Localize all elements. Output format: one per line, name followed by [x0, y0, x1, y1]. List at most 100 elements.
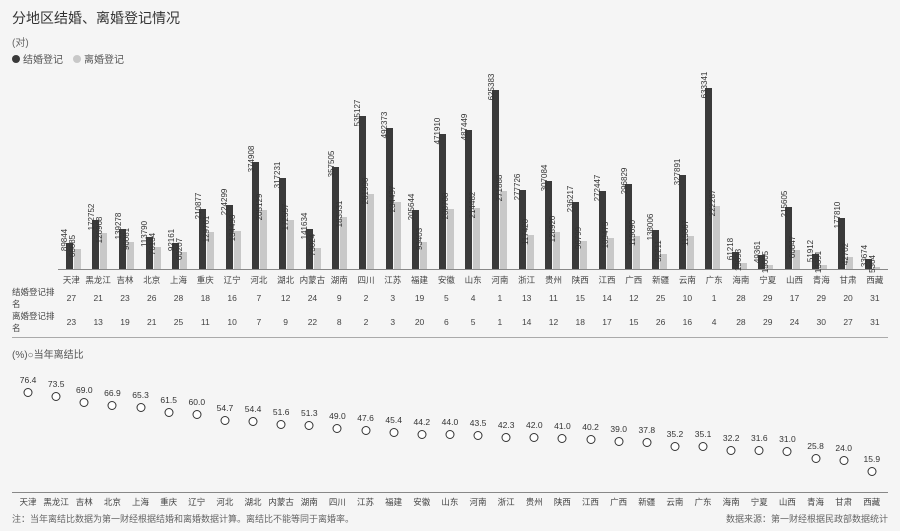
rank-divorce: 26: [647, 317, 674, 327]
bar-group: 20564493403: [406, 210, 433, 269]
scatter-marker: [867, 467, 876, 476]
scatter-region-label: 云南: [661, 496, 689, 508]
rank-marry: 20: [835, 293, 862, 303]
scatter-marker: [727, 446, 736, 455]
legend: 结婚登记 离婚登记: [12, 51, 888, 66]
bar-divorce: 15605: [766, 265, 773, 269]
scatter-region-label: 浙江: [492, 496, 520, 508]
scatter-value: 25.8: [807, 441, 824, 451]
bar-group: 471910208708: [433, 134, 460, 269]
bar-value-marry: 492373: [380, 112, 389, 141]
scatter-point: 47.6: [361, 426, 370, 435]
bar-group: 17781042702: [833, 218, 860, 269]
scatter-col: 31.0: [773, 363, 801, 492]
rank-divorce: 11: [192, 317, 219, 327]
region-label: 河南: [487, 274, 514, 286]
bar-value-divorce: 214482: [468, 191, 477, 220]
bar-value-divorce: 261996: [361, 178, 370, 207]
rank-marry: 18: [192, 293, 219, 303]
scatter-marker: [192, 410, 201, 419]
bar-group: 336745364: [859, 259, 886, 269]
scatter-value: 60.0: [189, 397, 206, 407]
scatter-point: 24.0: [839, 456, 848, 465]
scatter-region-label: 江西: [577, 496, 605, 508]
rank-divorce: 5: [460, 317, 487, 327]
scatter-marker: [52, 392, 61, 401]
rank-row-divorce: 离婚登记排名 231319212511107922823206511412181…: [12, 310, 888, 334]
region-label: 陕西: [567, 274, 594, 286]
region-label: 河北: [245, 274, 272, 286]
scatter-col: 54.7: [211, 363, 239, 492]
bar-divorce: 66847: [793, 250, 800, 269]
scatter-marker: [586, 435, 595, 444]
scatter-marker: [783, 447, 792, 456]
rank-marry: 29: [754, 293, 781, 303]
bar-value-divorce: 208708: [441, 193, 450, 222]
bar-group: 4936115605: [753, 255, 780, 269]
scatter-region-label: 甘肃: [830, 496, 858, 508]
scatter-value: 44.0: [442, 417, 459, 427]
bar-value-marry: 317231: [273, 162, 282, 191]
rank-marry: 26: [138, 293, 165, 303]
scatter-marker: [839, 456, 848, 465]
region-label: 浙江: [513, 274, 540, 286]
scatter-col: 43.5: [464, 363, 492, 492]
scatter-point: 31.6: [755, 446, 764, 455]
scatter-value: 45.4: [385, 415, 402, 425]
region-label: 湖北: [272, 274, 299, 286]
bar-divorce: 208708: [447, 209, 454, 269]
scatter-col: 25.8: [802, 363, 830, 492]
bar-value-marry: 471910: [433, 118, 442, 147]
bar-group: 21560566847: [779, 207, 806, 269]
bar-value-divorce: 13391: [814, 251, 823, 275]
scatter-value: 61.5: [160, 395, 177, 405]
scatter-region-label: 吉林: [70, 496, 98, 508]
scatter-region-label: 北京: [98, 496, 126, 508]
rank-marry: 9: [326, 293, 353, 303]
region-label: 云南: [674, 274, 701, 286]
scatter-value: 35.2: [667, 429, 684, 439]
bar-value-marry: 307084: [540, 165, 549, 194]
scatter-col: 24.0: [830, 363, 858, 492]
rank-divorce: 12: [540, 317, 567, 327]
scatter-region-label: 安徽: [408, 496, 436, 508]
scatter-region-label: 江苏: [352, 496, 380, 508]
scatter-point: 49.0: [333, 424, 342, 433]
bar-value-divorce: 126968: [95, 216, 104, 245]
scatter-region-label: 广西: [605, 496, 633, 508]
scatter-region-label: 河北: [211, 496, 239, 508]
bar-chart: 8984468685172752126968139278960811137907…: [58, 70, 888, 270]
region-label: 辽宁: [219, 274, 246, 286]
bar-divorce: 222287: [713, 206, 720, 270]
scatter-col: 44.0: [436, 363, 464, 492]
legend-label-divorce: 离婚登记: [84, 51, 124, 66]
scatter-value: 40.2: [582, 422, 599, 432]
scatter-marker: [614, 437, 623, 446]
scatter-marker: [811, 454, 820, 463]
rank-marry: 2: [353, 293, 380, 303]
scatter-point: 31.0: [783, 447, 792, 456]
scatter-col: 76.4: [14, 363, 42, 492]
rank-divorce: 2: [353, 317, 380, 327]
scatter-point: 54.4: [249, 417, 258, 426]
rank-marry: 29: [808, 293, 835, 303]
bar-group: 14163473024: [300, 229, 327, 269]
bar-group: 5191213391: [806, 254, 833, 269]
bar-group: 8984468685: [60, 243, 87, 269]
scatter-region-label: 山东: [436, 496, 464, 508]
bar-value-divorce: 134493: [228, 214, 237, 243]
scatter-col: 69.0: [70, 363, 98, 492]
bar-group: 296829115690: [619, 184, 646, 269]
bar-value-divorce: 15605: [761, 250, 770, 274]
scatter-region-label: 广东: [689, 496, 717, 508]
scatter-value: 66.9: [104, 388, 121, 398]
scatter-point: 51.3: [305, 421, 314, 430]
scatter-value: 73.5: [48, 379, 65, 389]
region-label: 吉林: [112, 274, 139, 286]
scatter-point: 42.3: [502, 433, 511, 442]
rank-divorce: 10: [219, 317, 246, 327]
scatter-value: 51.6: [273, 407, 290, 417]
bar-value-divorce: 60207: [175, 238, 184, 262]
rank-divorce: 1: [487, 317, 514, 327]
scatter-col: 31.6: [745, 363, 773, 492]
